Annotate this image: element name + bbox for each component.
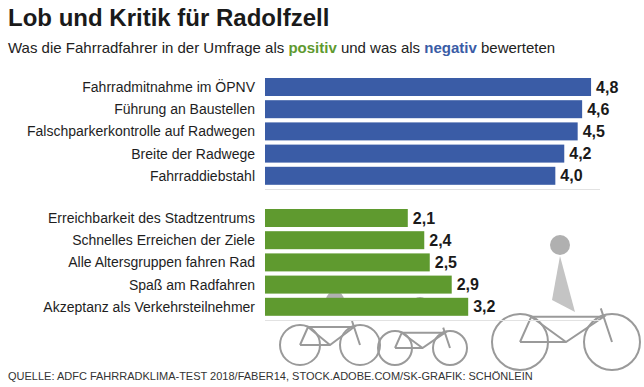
bar (265, 167, 555, 185)
category-label: Falschparkerkontrolle auf Radwegen (27, 123, 255, 139)
bar (265, 298, 468, 316)
category-label: Führung an Baustellen (114, 101, 255, 117)
category-label: Erreichbarkeit des Stadtzentrums (48, 210, 255, 226)
category-label: Alle Altersgruppen fahren Rad (68, 254, 255, 270)
subtitle-part: negativ (424, 39, 477, 56)
bar (265, 122, 578, 140)
bar (265, 231, 424, 249)
data-label: 2,5 (435, 254, 457, 271)
axis-line (265, 189, 600, 190)
bar (265, 78, 591, 96)
axis-line (265, 320, 600, 321)
subtitle-part: positiv (288, 39, 337, 56)
category-label: Fahrradmitnahme im ÖPNV (82, 78, 255, 95)
rider-head (550, 235, 570, 255)
data-label: 4,0 (560, 167, 582, 184)
data-label: 4,5 (583, 123, 605, 140)
data-label: 4,6 (587, 101, 609, 118)
category-label: Fahrraddiebstahl (150, 168, 255, 184)
category-label: Schnelles Erreichen der Ziele (72, 232, 255, 248)
bike-frame (395, 328, 450, 348)
background (0, 0, 644, 387)
category-label: Spaß am Radfahren (129, 277, 255, 293)
bike-frame (300, 321, 360, 345)
data-label: 4,8 (596, 79, 618, 96)
category-label: Akzeptanz als Verkehrsteilnehmer (43, 299, 255, 315)
category-label: Breite der Radwege (131, 146, 255, 162)
bike-frame (520, 308, 612, 342)
chart-root: Lob und Kritik für Radolfzell Was die Fah… (0, 0, 644, 387)
bar (265, 253, 430, 271)
bar (265, 145, 564, 163)
data-label: 2,9 (457, 276, 479, 293)
bar (265, 209, 408, 227)
data-label: 2,1 (413, 210, 435, 227)
bar (265, 100, 582, 118)
data-label: 4,2 (569, 145, 591, 162)
rider-body (552, 256, 575, 312)
bar (265, 276, 452, 294)
subtitle-part: und was als (337, 39, 425, 56)
bars (265, 209, 468, 316)
source: QUELLE: ADFC FAHRRADKLIMA-TEST 2018/FABE… (8, 370, 533, 382)
subtitle: Was die Fahrradfahrer in der Umfrage als… (8, 39, 555, 56)
data-label: 2,4 (429, 232, 451, 249)
data-label: 3,2 (473, 298, 495, 315)
subtitle-part: Was die Fahrradfahrer in der Umfrage als (8, 39, 288, 56)
bars (265, 78, 591, 185)
subtitle-part: bewerteten (477, 39, 555, 56)
title: Lob und Kritik für Radolfzell (8, 4, 329, 31)
